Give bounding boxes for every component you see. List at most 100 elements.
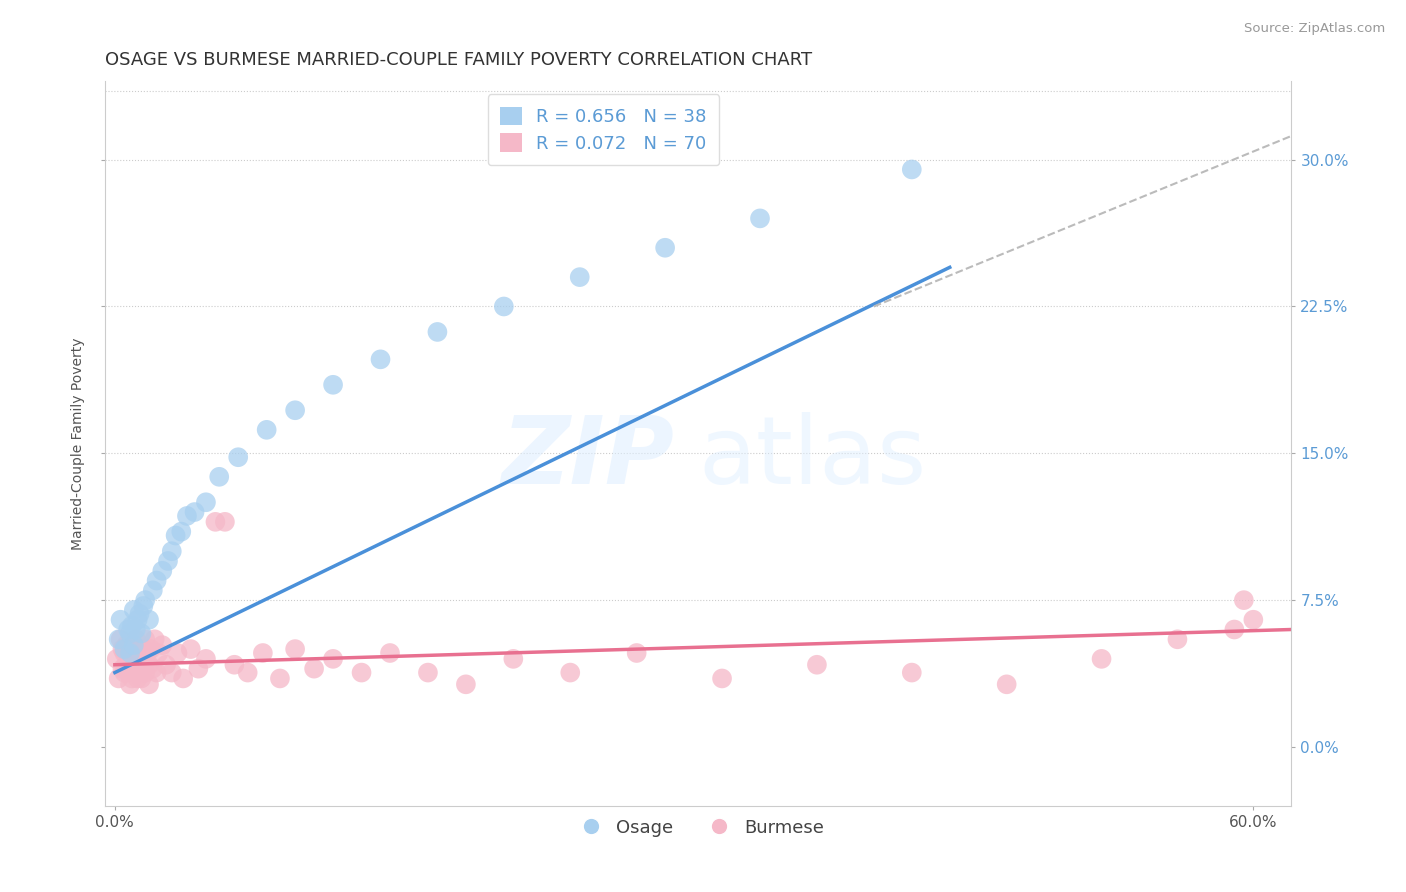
Burmese bbox=[111, 642, 134, 657]
Burmese bbox=[125, 665, 148, 680]
Osage bbox=[176, 508, 198, 523]
Burmese bbox=[150, 638, 173, 652]
Burmese bbox=[134, 665, 156, 680]
Burmese bbox=[155, 657, 177, 672]
Osage bbox=[127, 613, 149, 627]
Osage bbox=[118, 646, 141, 660]
Burmese bbox=[138, 657, 160, 672]
Osage bbox=[426, 325, 449, 339]
Burmese bbox=[127, 646, 149, 660]
Osage bbox=[132, 599, 155, 613]
Osage bbox=[322, 377, 344, 392]
Text: OSAGE VS BURMESE MARRIED-COUPLE FAMILY POVERTY CORRELATION CHART: OSAGE VS BURMESE MARRIED-COUPLE FAMILY P… bbox=[105, 51, 813, 69]
Osage bbox=[256, 423, 278, 437]
Burmese bbox=[172, 672, 194, 686]
Osage bbox=[492, 300, 515, 314]
Burmese bbox=[166, 646, 188, 660]
Burmese bbox=[236, 665, 259, 680]
Burmese bbox=[107, 672, 129, 686]
Osage bbox=[208, 470, 231, 484]
Burmese bbox=[105, 652, 128, 666]
Burmese bbox=[204, 515, 226, 529]
Burmese bbox=[806, 657, 828, 672]
Burmese bbox=[128, 642, 150, 657]
Osage bbox=[131, 626, 153, 640]
Burmese bbox=[502, 652, 524, 666]
Burmese bbox=[110, 632, 132, 647]
Burmese bbox=[180, 642, 202, 657]
Burmese bbox=[901, 665, 924, 680]
Burmese bbox=[131, 672, 153, 686]
Burmese bbox=[111, 662, 134, 676]
Burmese bbox=[132, 662, 155, 676]
Burmese bbox=[252, 646, 274, 660]
Burmese bbox=[148, 646, 170, 660]
Burmese bbox=[224, 657, 246, 672]
Burmese bbox=[214, 515, 236, 529]
Burmese bbox=[160, 665, 183, 680]
Burmese bbox=[138, 677, 160, 691]
Burmese bbox=[1233, 593, 1256, 607]
Burmese bbox=[378, 646, 401, 660]
Osage bbox=[165, 528, 187, 542]
Burmese bbox=[118, 657, 141, 672]
Osage bbox=[370, 352, 392, 367]
Burmese bbox=[187, 662, 209, 676]
Burmese bbox=[121, 652, 143, 666]
Osage bbox=[568, 270, 591, 285]
Burmese bbox=[139, 642, 162, 657]
Osage bbox=[150, 564, 173, 578]
Osage bbox=[110, 613, 132, 627]
Osage bbox=[170, 524, 193, 539]
Burmese bbox=[560, 665, 582, 680]
Burmese bbox=[416, 665, 439, 680]
Osage bbox=[121, 618, 143, 632]
Burmese bbox=[194, 652, 217, 666]
Burmese bbox=[115, 638, 138, 652]
Osage bbox=[134, 593, 156, 607]
Osage bbox=[183, 505, 205, 519]
Text: Source: ZipAtlas.com: Source: ZipAtlas.com bbox=[1244, 22, 1385, 36]
Osage bbox=[125, 623, 148, 637]
Burmese bbox=[626, 646, 648, 660]
Burmese bbox=[454, 677, 477, 691]
Osage bbox=[138, 613, 160, 627]
Osage bbox=[107, 632, 129, 647]
Burmese bbox=[1166, 632, 1188, 647]
Burmese bbox=[132, 642, 155, 657]
Osage bbox=[156, 554, 179, 568]
Osage bbox=[128, 607, 150, 621]
Osage bbox=[749, 211, 772, 226]
Burmese bbox=[302, 662, 325, 676]
Osage bbox=[194, 495, 217, 509]
Osage bbox=[654, 241, 676, 255]
Burmese bbox=[1241, 613, 1264, 627]
Burmese bbox=[117, 665, 139, 680]
Text: ZIP: ZIP bbox=[502, 412, 675, 504]
Osage bbox=[284, 403, 307, 417]
Burmese bbox=[131, 652, 153, 666]
Burmese bbox=[115, 657, 138, 672]
Burmese bbox=[136, 646, 159, 660]
Burmese bbox=[121, 672, 143, 686]
Burmese bbox=[127, 672, 149, 686]
Osage bbox=[160, 544, 183, 558]
Osage bbox=[226, 450, 249, 465]
Burmese bbox=[711, 672, 734, 686]
Legend: Osage, Burmese: Osage, Burmese bbox=[565, 812, 831, 844]
Osage bbox=[901, 162, 924, 177]
Burmese bbox=[142, 662, 165, 676]
Burmese bbox=[128, 662, 150, 676]
Y-axis label: Married-Couple Family Poverty: Married-Couple Family Poverty bbox=[72, 337, 86, 549]
Osage bbox=[142, 583, 165, 598]
Osage bbox=[118, 626, 141, 640]
Burmese bbox=[134, 632, 156, 647]
Burmese bbox=[350, 665, 373, 680]
Osage bbox=[117, 623, 139, 637]
Burmese bbox=[117, 646, 139, 660]
Osage bbox=[122, 638, 145, 652]
Burmese bbox=[112, 665, 135, 680]
Burmese bbox=[284, 642, 307, 657]
Burmese bbox=[112, 646, 135, 660]
Burmese bbox=[122, 642, 145, 657]
